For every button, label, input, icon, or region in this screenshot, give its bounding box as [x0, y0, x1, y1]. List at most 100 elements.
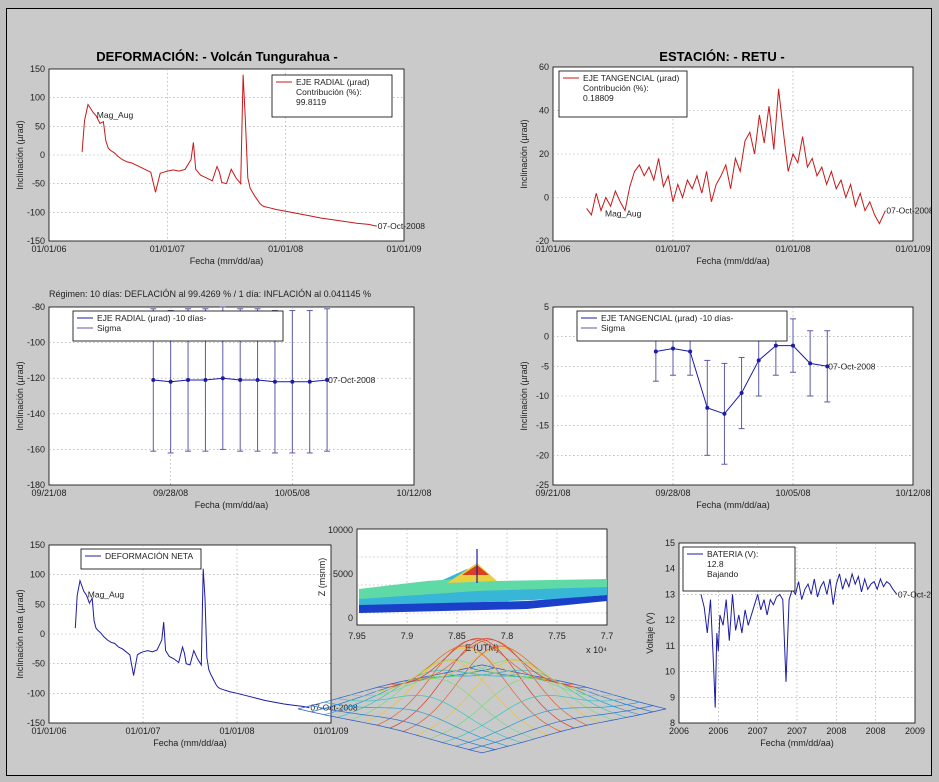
- figure-canvas: DEFORMACIÓN: - Volcán Tungurahua - ESTAC…: [15, 49, 931, 754]
- radial10-ytick: -120: [27, 373, 45, 383]
- radial10-point: [272, 379, 277, 384]
- radial-legend-entry: EJE RADIAL (µrad): [296, 77, 370, 87]
- tangencial10-ytick: -15: [536, 421, 549, 431]
- tangencial10-legend: [576, 310, 788, 342]
- mesh-line: [442, 695, 627, 743]
- radial-date-annotation: 07-Oct-2008: [378, 221, 426, 231]
- tangencial10-point: [671, 346, 675, 351]
- tangencial-legend: [558, 70, 688, 118]
- mesh-line: [468, 705, 653, 750]
- neta-xtick: 01/01/07: [125, 726, 160, 736]
- right-title: ESTACIÓN: - RETU -: [659, 49, 784, 64]
- map3d-zlabel: Z (msnm): [317, 558, 327, 597]
- neta-mag-annotation: Mag_Aug: [88, 589, 125, 599]
- radial10-point: [220, 376, 225, 381]
- tangencial10-xtick: 10/05/08: [775, 488, 810, 498]
- tangencial10-legend-entry: Sigma: [601, 323, 625, 333]
- tangencial10-point: [705, 405, 710, 410]
- tangencial-ylabel: Inclinación (µrad): [519, 119, 529, 188]
- radial10-ytick: -100: [27, 338, 45, 348]
- mesh-line: [416, 660, 601, 736]
- tangencial10-point: [688, 349, 693, 354]
- neta-xtick: 01/01/08: [219, 726, 254, 736]
- radial-xtick: 01/01/06: [31, 244, 66, 254]
- tangencial10-point: [722, 411, 727, 416]
- tangencial10-ytick: -20: [536, 450, 549, 460]
- tangencial10-xlabel: Fecha (mm/dd/aa): [696, 500, 770, 510]
- map3d-panel: 10000 5000 0 Z (msnm) 7.95 7.9 7.85 7.8 7.75…: [317, 525, 613, 655]
- bateria-legend-entry: Bajando: [707, 569, 738, 579]
- tangencial10-point: [756, 358, 761, 363]
- neta-date-annotation: 07-Oct-2008: [310, 703, 358, 713]
- neta-ytick: 150: [30, 540, 45, 550]
- tangencial10-legend-entry: EJE TANGENCIAL (µrad) -10 días-: [601, 313, 733, 323]
- mesh-line: [389, 638, 575, 729]
- tangencial-date-annotation: 07-Oct-2008: [886, 206, 931, 216]
- map3d-xtick: 7.95: [348, 631, 366, 641]
- bateria-line: [700, 572, 898, 708]
- radial-ytick: -100: [27, 207, 45, 217]
- tangencial-xtick: 01/01/09: [895, 244, 930, 254]
- mesh-line: [481, 708, 667, 754]
- bateria-xtick: 2006: [669, 726, 689, 736]
- radial10-point: [151, 377, 156, 382]
- tangencial10-point: [739, 391, 744, 396]
- neta-ytick: -50: [32, 659, 45, 669]
- radial-xtick: 01/01/07: [150, 244, 185, 254]
- radial-line: [81, 74, 377, 227]
- radial-ytick: 0: [40, 150, 45, 160]
- tangencial10-ytick: -10: [536, 391, 549, 401]
- bateria-xtick: 2007: [748, 726, 768, 736]
- radial10-xtick: 10/12/08: [396, 488, 431, 498]
- mesh-line: [429, 678, 614, 740]
- radial10-xtick: 09/21/08: [31, 488, 66, 498]
- bateria-ytick: 12: [665, 615, 675, 625]
- map3d-xmult: x 10⁴: [586, 645, 607, 655]
- radial-ytick: -150: [27, 236, 45, 246]
- tangencial10-point: [825, 364, 830, 369]
- mesh-line: [376, 645, 562, 732]
- radial10-point: [325, 377, 330, 382]
- radial10-ytick: -140: [27, 409, 45, 419]
- bateria-ytick: 9: [670, 692, 675, 702]
- neta-xlabel: Fecha (mm/dd/aa): [153, 738, 227, 748]
- bateria-xtick: 2009: [905, 726, 925, 736]
- radial-xtick: 01/01/09: [386, 244, 421, 254]
- bateria-ytick: 10: [665, 667, 675, 677]
- tangencial-xtick: 01/01/07: [655, 244, 690, 254]
- bateria-xtick: 2008: [826, 726, 846, 736]
- neta-ytick: 0: [40, 629, 45, 639]
- map3d-ztick-2: 0: [348, 613, 353, 623]
- tangencial10-ytick: -5: [541, 361, 549, 371]
- tangencial-legend-entry: EJE TANGENCIAL (µrad): [583, 73, 680, 83]
- radial-xtick: 01/01/08: [268, 244, 303, 254]
- mesh-line: [350, 678, 535, 740]
- bateria-ytick: 15: [665, 538, 675, 548]
- map3d-xtick: 7.75: [548, 631, 566, 641]
- tangencial-xtick: 01/01/08: [775, 244, 810, 254]
- bateria-xtick: 2007: [787, 726, 807, 736]
- map3d-xtick: 7.8: [501, 631, 514, 641]
- map3d-peak-top: [462, 565, 489, 575]
- radial10-point: [238, 377, 243, 382]
- tangencial10-date-annotation: 07-Oct-2008: [828, 361, 876, 371]
- bateria-ylabel: Voltaje (V): [645, 612, 655, 654]
- neta-ytick: -150: [27, 718, 45, 728]
- neta-ytick: -100: [27, 688, 45, 698]
- mesh-line: [350, 659, 535, 721]
- radial10-legend-entry: EJE RADIAL (µrad) -10 días-: [97, 313, 207, 323]
- radial10-legend-entry: Sigma: [97, 323, 121, 333]
- radial-legend-entry: 99.8119: [296, 97, 326, 107]
- regimen-text: Régimen: 10 días: DEFLACIÓN al 99.4269 %…: [49, 289, 371, 299]
- tangencial10-point: [791, 343, 795, 348]
- radial-xlabel: Fecha (mm/dd/aa): [190, 256, 264, 266]
- tangencial10-point: [653, 349, 658, 354]
- bateria-legend-entry: BATERIA (V):: [707, 549, 758, 559]
- neta-xtick: 01/01/09: [313, 726, 348, 736]
- radial-ylabel: Inclinación (µrad): [15, 120, 25, 189]
- neta-legend: [80, 548, 202, 570]
